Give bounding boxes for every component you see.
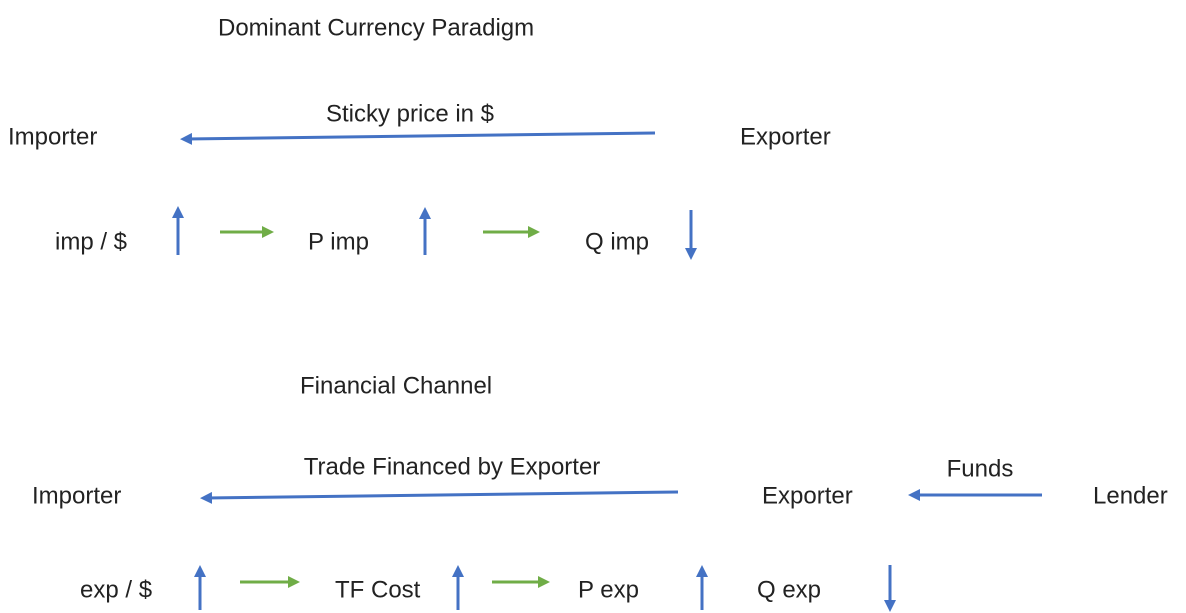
flow-arrow — [180, 131, 656, 145]
chain-item: exp / $ — [80, 576, 152, 603]
section-title: Financial Channel — [300, 372, 492, 399]
link-label: Trade Financed by Exporter — [304, 453, 601, 480]
node: Lender — [1093, 482, 1168, 509]
link-label: Funds — [947, 455, 1014, 482]
chain-item: P imp — [308, 228, 369, 255]
chain-item: TF Cost — [335, 576, 421, 603]
node: Exporter — [740, 123, 831, 150]
chain-item: P exp — [578, 576, 639, 603]
link-label: Sticky price in $ — [326, 100, 494, 127]
section-title: Dominant Currency Paradigm — [218, 14, 534, 41]
chain-item: Q exp — [757, 576, 821, 603]
flow-arrow — [200, 490, 679, 504]
node: Importer — [32, 482, 121, 509]
node: Importer — [8, 123, 97, 150]
chain-item: Q imp — [585, 228, 649, 255]
node: Exporter — [762, 482, 853, 509]
chain-item: imp / $ — [55, 228, 127, 255]
